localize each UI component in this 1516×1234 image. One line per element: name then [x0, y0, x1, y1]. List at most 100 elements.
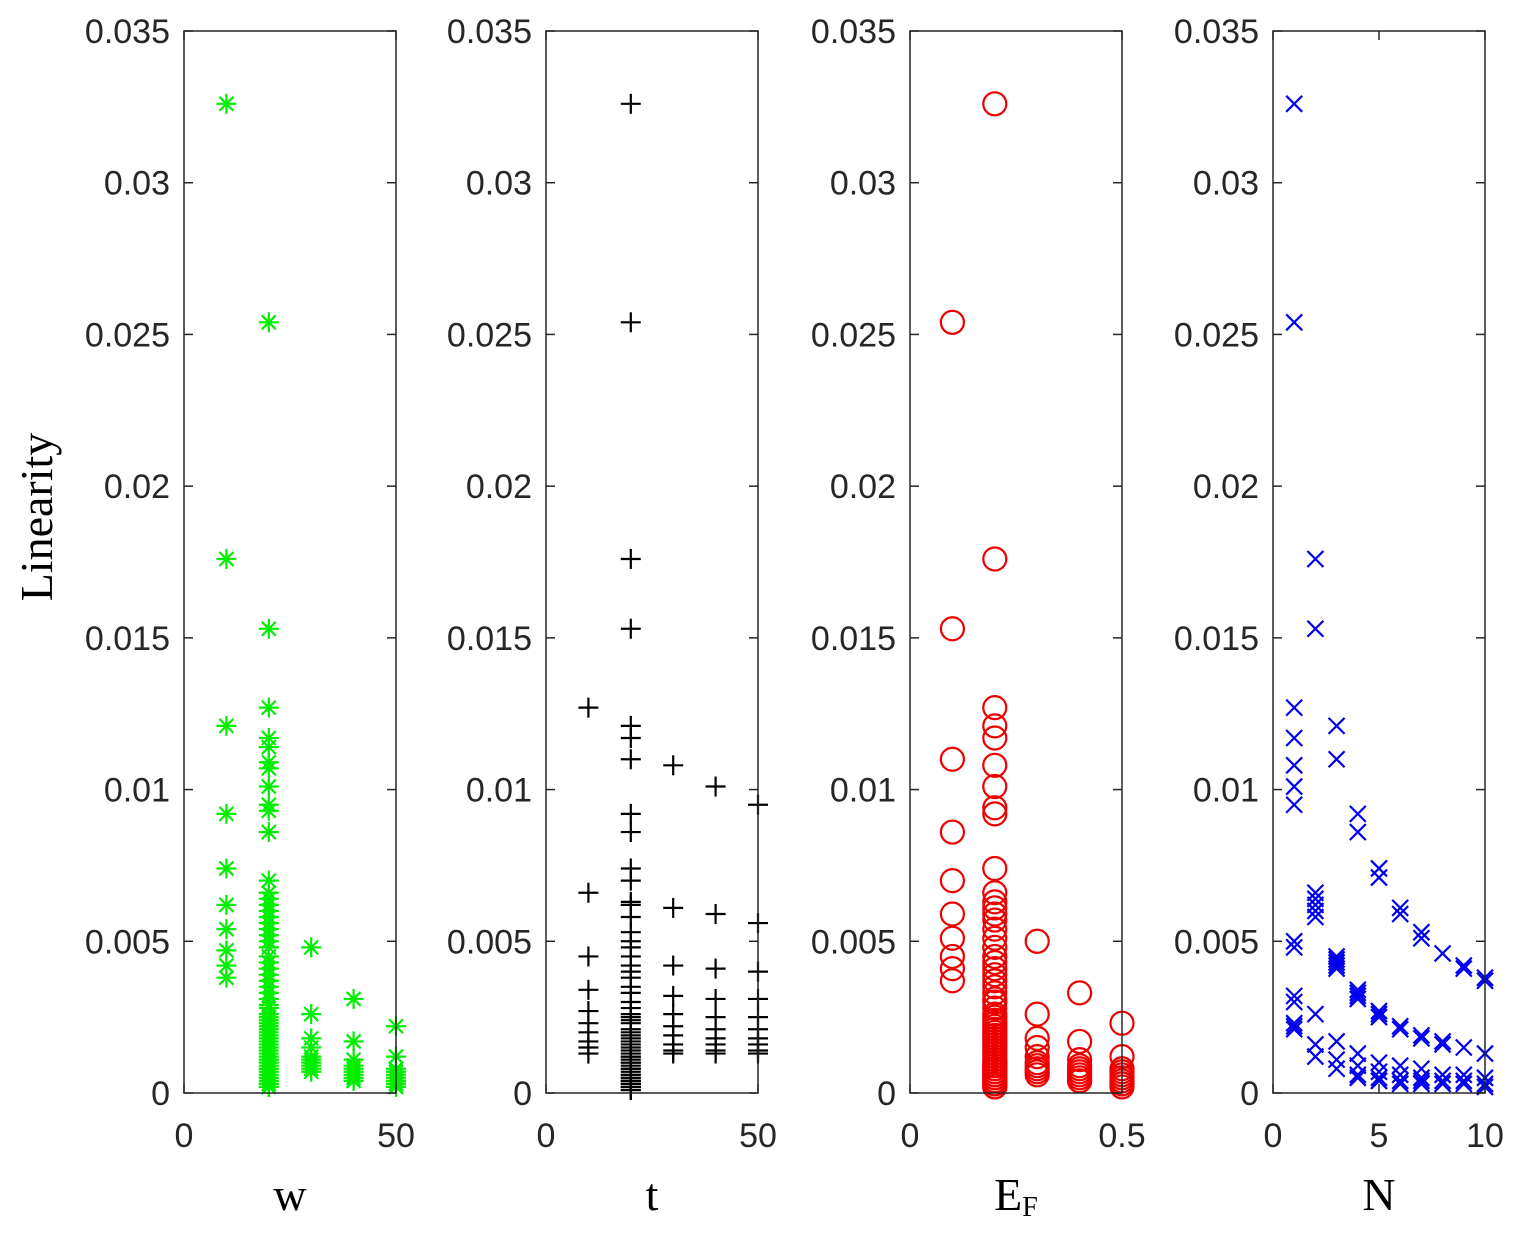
n-point-35: [1349, 823, 1367, 841]
n-point-58: [1391, 1056, 1409, 1075]
n-point-28: [1327, 953, 1346, 972]
ef-point-13: [982, 713, 1008, 739]
n-point-77: [1455, 959, 1473, 978]
ef-xlabel-main: E: [994, 1169, 1022, 1220]
t-point-17: [620, 803, 641, 824]
ef-point-6: [939, 925, 966, 951]
w-point-81: [301, 1061, 322, 1082]
ef-point-10: [982, 91, 1008, 117]
ef-point-5: [939, 901, 966, 927]
n-point-0: [1285, 95, 1303, 113]
n-point-29: [1327, 956, 1346, 975]
ef-ytick-label: 0.015: [811, 620, 896, 658]
n-point-11: [1285, 1014, 1303, 1032]
w-point-11: [258, 618, 279, 639]
t-ytick-label: 0.01: [466, 772, 532, 810]
t-point-91: [705, 1043, 726, 1064]
t-point-85: [705, 988, 726, 1009]
t-point-15: [620, 727, 641, 748]
n-point-72: [1433, 1035, 1452, 1054]
w-point-5: [216, 894, 237, 915]
n-point-79: [1455, 1066, 1473, 1084]
ef-point-81: [1024, 1062, 1050, 1088]
n-point-67: [1412, 1069, 1431, 1087]
ef-ytick-label: 0: [877, 1075, 896, 1113]
n-point-5: [1285, 777, 1303, 796]
t-point-20: [620, 870, 641, 891]
n-xtick-label: 0: [1264, 1117, 1283, 1155]
ef-ytick-label: 0.03: [830, 165, 896, 203]
subplot-n: 0 0.005 0.01 0.015 0.02 0.025 0.03 0.035 0 5 10 N: [1174, 13, 1504, 1220]
n-ytick-label: 0.005: [1174, 923, 1259, 961]
n-point-4: [1285, 756, 1303, 775]
ef-xtick-label: 0: [901, 1117, 920, 1155]
n-point-45: [1370, 868, 1388, 887]
w-ytick-label: 0.01: [104, 772, 170, 810]
t-ytick-label: 0.005: [447, 923, 532, 961]
ef-point-29: [982, 949, 1008, 976]
n-point-59: [1391, 1066, 1409, 1084]
n-point-1: [1285, 313, 1303, 332]
t-point-72: [663, 755, 684, 776]
ef-point-1: [939, 616, 966, 642]
ef-point-32: [982, 968, 1008, 994]
n-point-10: [1285, 993, 1303, 1011]
w-point-71: [258, 1049, 279, 1070]
ef-point-4: [939, 867, 966, 894]
t-xlabel: t: [646, 1169, 659, 1220]
w-point-4: [216, 858, 237, 879]
w-point-82: [343, 988, 364, 1009]
t-point-18: [620, 822, 641, 843]
n-point-68: [1412, 1072, 1431, 1090]
ef-point-14: [982, 725, 1008, 751]
ef-point-9: [939, 968, 966, 994]
w-point-83: [343, 1031, 364, 1052]
n-axes-frame: [1272, 30, 1486, 1094]
n-point-8: [1285, 938, 1303, 957]
n-xlabel: N: [1362, 1169, 1395, 1220]
w-point-1: [216, 548, 237, 569]
t-point-1: [578, 882, 599, 903]
ef-point-34: [982, 980, 1008, 1006]
ef-point-11: [982, 546, 1008, 572]
w-point-9: [216, 967, 237, 988]
n-point-2: [1285, 698, 1303, 717]
ef-point-33: [982, 974, 1008, 1000]
n-point-13: [1285, 1017, 1303, 1036]
ef-ticks: 0 0.005 0.01 0.015 0.02 0.025 0.03 0.035 0 0.5: [811, 13, 1146, 1155]
t-point-82: [705, 776, 726, 797]
n-point-61: [1391, 1075, 1409, 1093]
subplot-w: 0 0.005 0.01 0.015 0.02 0.025 0.03 0.035 0 50 w: [85, 13, 415, 1220]
w-point-16: [258, 758, 279, 779]
n-xtick-label: 10: [1466, 1117, 1504, 1155]
w-point-0: [216, 93, 237, 114]
n-point-20: [1306, 908, 1325, 926]
ef-marks: [939, 91, 1135, 1100]
n-point-12: [1285, 1020, 1303, 1039]
n-point-46: [1370, 1002, 1388, 1020]
n-point-27: [1327, 950, 1346, 969]
w-point-7: [216, 940, 237, 961]
t-point-71: [620, 1046, 641, 1067]
ef-point-26: [982, 925, 1008, 951]
n-point-42: [1349, 1066, 1367, 1084]
n-point-54: [1391, 899, 1409, 917]
ef-point-17: [982, 795, 1008, 821]
ef-ytick-label: 0.02: [830, 468, 896, 506]
n-point-53: [1370, 1072, 1388, 1090]
t-axes-frame: [545, 30, 759, 1094]
n-point-74: [1433, 1072, 1452, 1090]
t-point-75: [663, 985, 684, 1006]
t-point-9: [578, 1043, 599, 1064]
w-point-19: [258, 800, 279, 821]
n-point-33: [1327, 1059, 1346, 1078]
n-ticks: 0 0.005 0.01 0.015 0.02 0.025 0.03 0.035 0 5 10: [1174, 13, 1504, 1155]
w-point-12: [258, 697, 279, 718]
ef-point-30: [982, 955, 1008, 982]
n-ytick-label: 0.02: [1193, 468, 1259, 506]
ef-point-74: [1024, 1025, 1050, 1051]
n-point-57: [1391, 1020, 1409, 1039]
n-ytick-label: 0.025: [1174, 316, 1259, 354]
w-xlabel: w: [273, 1169, 307, 1220]
ef-point-71: [982, 1050, 1008, 1076]
